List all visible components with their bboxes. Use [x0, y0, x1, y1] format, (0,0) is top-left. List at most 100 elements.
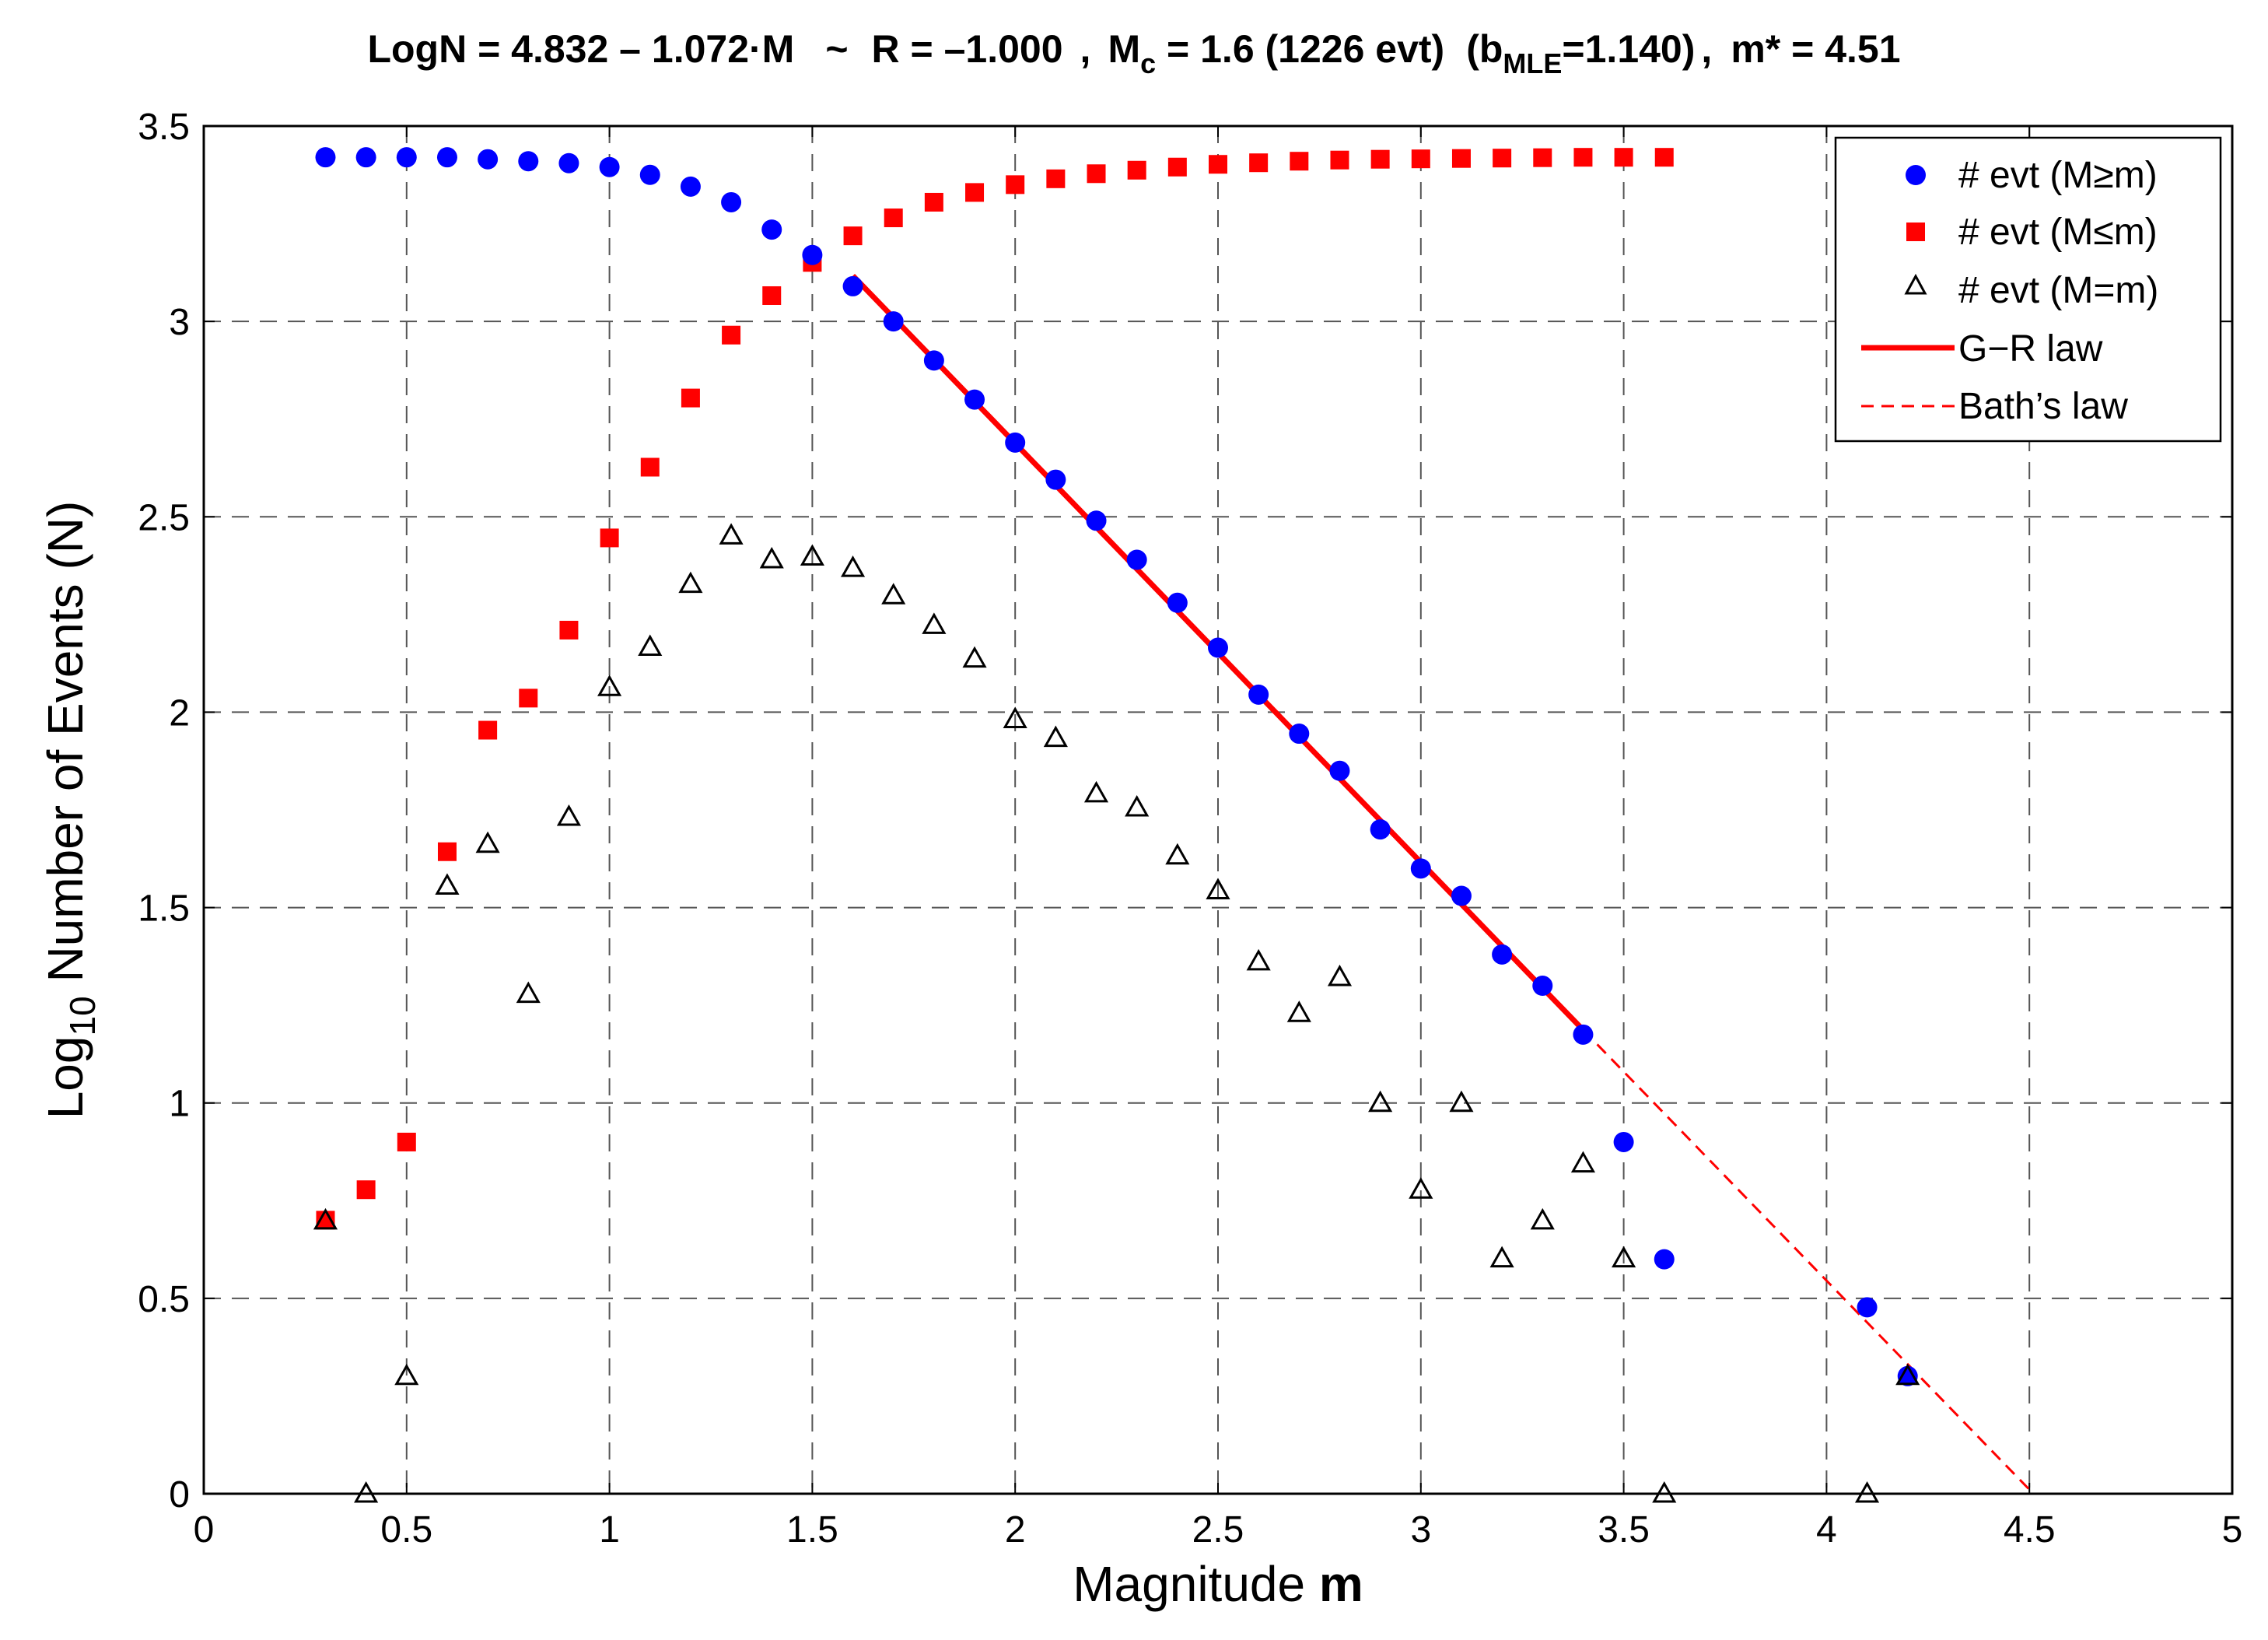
y-tick-label: 2.5 — [138, 497, 190, 538]
y-tick-label: 3.5 — [138, 107, 190, 148]
point-incremental — [881, 583, 906, 604]
y-tick-labels: 0 0.5 1 1.5 2 2.5 3 3.5 — [138, 107, 190, 1516]
point-cumulative-le — [1533, 148, 1552, 167]
point-cumulative-le — [640, 457, 660, 477]
point-incremental — [1003, 706, 1027, 728]
point-cumulative-le — [356, 1180, 376, 1200]
x-tick-label: 1 — [599, 1509, 620, 1551]
x-tick-label: 3 — [1410, 1509, 1431, 1551]
point-incremental — [962, 646, 987, 668]
point-cumulative-le — [519, 689, 538, 708]
point-cumulative-ge — [1126, 549, 1147, 570]
point-cumulative-le — [437, 842, 457, 861]
point-cumulative-le — [722, 325, 741, 345]
point-cumulative-le — [762, 286, 782, 305]
point-cumulative-ge — [478, 149, 499, 170]
point-cumulative-le — [559, 620, 579, 640]
x-tick-labels: 0 0.5 1 1.5 2 2.5 3 3.5 4 4.5 5 — [194, 1509, 2243, 1551]
point-cumulative-ge — [1289, 724, 1310, 745]
point-incremental — [1409, 1177, 1433, 1199]
x-tick-label: 0 — [194, 1509, 215, 1551]
point-incremental — [1206, 878, 1230, 899]
legend-label-ge: # evt (M≥m) — [1958, 155, 2158, 196]
point-cumulative-le — [1209, 155, 1227, 174]
point-cumulative-le — [1290, 152, 1309, 171]
x-tick-label: 4 — [1816, 1509, 1837, 1551]
legend-marker-eq — [1904, 273, 1927, 295]
point-cumulative-le — [965, 183, 985, 202]
point-cumulative-le — [1006, 175, 1025, 194]
point-incremental — [394, 1363, 419, 1386]
chart-title: LogN = 4.832 – 1.072·M ~ R = –1.000, Mc = 1… — [367, 27, 1900, 79]
x-tick-label: 1.5 — [786, 1509, 838, 1551]
bath-law-line — [1582, 1029, 2035, 1495]
point-cumulative-ge — [1613, 1131, 1634, 1152]
x-tick-label: 5 — [2222, 1509, 2243, 1551]
point-cumulative-ge — [1045, 469, 1066, 490]
point-cumulative-ge — [1005, 432, 1026, 453]
legend-label-eq: # evt (M=m) — [1958, 270, 2158, 311]
point-incremental — [1043, 725, 1068, 748]
y-tick-label: 1.5 — [138, 888, 190, 930]
point-cumulative-ge — [721, 191, 742, 212]
point-cumulative-ge — [964, 389, 985, 410]
point-incremental — [1368, 1090, 1393, 1113]
point-incremental — [719, 523, 744, 545]
point-cumulative-le — [1411, 149, 1430, 169]
point-cumulative-le — [843, 226, 863, 246]
point-cumulative-le — [397, 1132, 416, 1151]
point-incremental — [1489, 1246, 1514, 1268]
y-tick-label: 1 — [169, 1084, 190, 1125]
point-cumulative-ge — [802, 244, 823, 265]
point-incremental — [759, 546, 784, 569]
legend-label-gr: G−R law — [1958, 328, 2103, 370]
point-cumulative-le — [1249, 153, 1269, 173]
point-cumulative-le — [681, 388, 700, 408]
point-cumulative-ge — [436, 147, 457, 168]
point-incremental — [1165, 843, 1190, 865]
legend-marker-le — [1906, 223, 1925, 241]
point-cumulative-le — [1127, 160, 1146, 180]
point-cumulative-le — [1046, 169, 1066, 188]
point-cumulative-ge — [923, 350, 944, 371]
point-incremental — [638, 634, 663, 657]
point-cumulative-ge — [1248, 684, 1269, 705]
point-cumulative-le — [600, 528, 619, 548]
x-tick-label: 4.5 — [2004, 1509, 2056, 1551]
legend-label-bath: Bath’s law — [1958, 386, 2128, 427]
point-cumulative-ge — [1167, 592, 1188, 613]
point-cumulative-le — [1370, 149, 1390, 169]
point-cumulative-le — [1087, 164, 1106, 184]
point-incremental — [678, 571, 703, 594]
point-incremental — [313, 1207, 338, 1230]
point-cumulative-ge — [1857, 1297, 1878, 1318]
legend-box — [1834, 136, 2222, 443]
point-cumulative-ge — [396, 147, 417, 168]
point-incremental — [1612, 1246, 1636, 1268]
point-incremental — [1083, 780, 1109, 803]
point-cumulative-le — [1451, 149, 1471, 168]
point-incremental — [1449, 1090, 1474, 1113]
point-cumulative-ge — [1654, 1249, 1675, 1270]
point-cumulative-ge — [1451, 885, 1472, 906]
x-tick-label: 0.5 — [380, 1509, 432, 1551]
point-cumulative-ge — [1492, 944, 1513, 965]
point-incremental — [1286, 1000, 1311, 1022]
point-incremental — [1570, 1151, 1596, 1173]
point-cumulative-le — [1330, 150, 1349, 170]
point-cumulative-ge — [680, 176, 701, 197]
point-cumulative-le — [1573, 148, 1593, 167]
point-cumulative-le — [924, 192, 943, 212]
point-incremental — [516, 981, 541, 1004]
point-cumulative-ge — [1532, 976, 1553, 997]
point-incremental — [1895, 1363, 1920, 1386]
point-cumulative-ge — [842, 275, 863, 296]
x-axis-label: Magnitude m — [1073, 1556, 1363, 1612]
y-axis-label: Log10 Number of Events (N) — [37, 501, 103, 1120]
point-incremental — [1327, 964, 1353, 986]
point-cumulative-ge — [1329, 760, 1350, 781]
point-cumulative-ge — [315, 147, 336, 168]
y-tick-label: 0.5 — [138, 1279, 190, 1320]
point-cumulative-ge — [1897, 1365, 1918, 1386]
